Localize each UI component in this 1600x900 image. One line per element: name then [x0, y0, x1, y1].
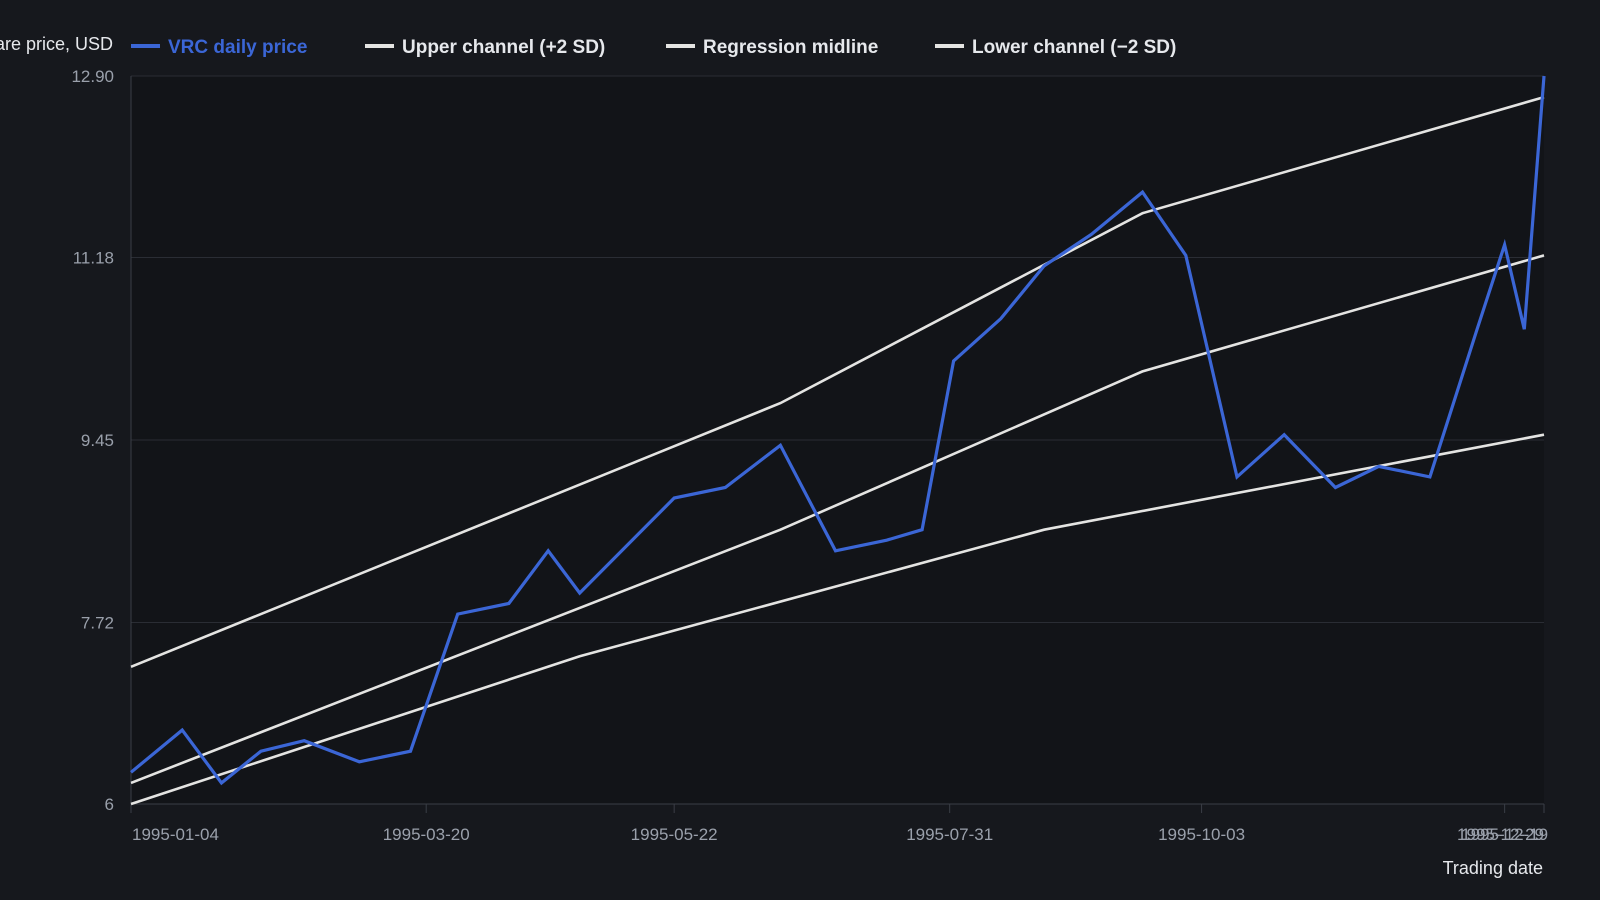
grid-layer [131, 75, 1544, 624]
x-tick-label: 1995-12-19 [1461, 825, 1548, 844]
y-tick-label: 11.18 [73, 248, 114, 267]
x-tick-label: 1995-05-22 [631, 825, 718, 844]
legend-label: VRC daily price [168, 37, 307, 58]
axis-layer: 6 7.72 9.45 11.18 12.90 1995-01-04 1995-03-20 1… [71, 67, 1548, 844]
x-tick-label: 1995-01-04 [132, 825, 219, 844]
x-tick-label: 1995-10-03 [1158, 825, 1245, 844]
legend-label: Regression midline [703, 37, 878, 58]
y-tick-label: 7.72 [81, 614, 114, 633]
x-axis-title: Trading date [1443, 858, 1543, 878]
series-layer [129, 75, 1546, 806]
legend: VRC daily price Upper channel (+2 SD) Regr… [131, 37, 1176, 58]
series-line-0 [129, 75, 1546, 786]
x-tick-label: 1995-03-20 [383, 825, 470, 844]
legend-label: Upper channel (+2 SD) [402, 37, 605, 58]
series-line-2 [130, 254, 1545, 785]
y-tick-label: 6 [105, 795, 114, 814]
series-line-1 [130, 95, 1545, 669]
y-axis-title: Share price, USD [0, 34, 113, 54]
series-line-3 [130, 433, 1545, 806]
y-tick-label: 9.45 [81, 431, 114, 450]
x-tick-label: 1995-07-31 [906, 825, 993, 844]
y-tick-label: 12.90 [71, 67, 114, 86]
x-tick-label: 1995-12-29 [1457, 825, 1544, 844]
legend-label: Lower channel (−2 SD) [972, 37, 1176, 58]
